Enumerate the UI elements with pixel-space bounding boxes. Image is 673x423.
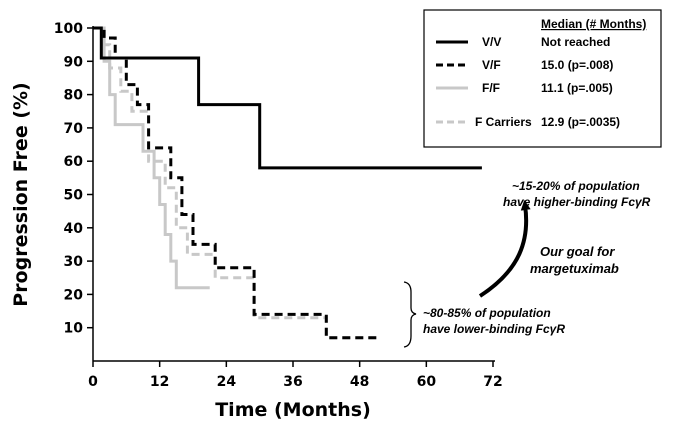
y-tick-label: 80 — [64, 88, 84, 104]
x-tick-label: 60 — [417, 374, 437, 390]
x-tick-label: 36 — [283, 374, 302, 390]
legend-median-3: 12.9 (p=.0035) — [541, 115, 620, 129]
x-tick-label: 48 — [350, 374, 369, 390]
legend-name-1: V/F — [482, 58, 501, 72]
x-tick-label: 24 — [217, 374, 237, 390]
legend-items: V/V Not reached V/F 15.0 (p=.008) F/F 11.1 (p… — [436, 35, 620, 129]
annotation-lower-binding: ~80-85% of population have lower-binding… — [423, 306, 565, 336]
up-arrow-icon — [478, 200, 531, 298]
y-tick-label: 90 — [64, 54, 84, 70]
legend: Median (# Months) V/V Not reached V/F 15.0 … — [423, 9, 662, 148]
annotation-higher-binding: ~15-20% of population have higher-bindin… — [503, 179, 651, 209]
series-line-2 — [93, 26, 210, 290]
legend-median-0: Not reached — [541, 35, 610, 49]
annotation-lower-line-2: have lower-binding FcγR — [423, 322, 565, 336]
y-tick-label: 60 — [64, 154, 84, 170]
annotation-goal-line-1: Our goal for — [540, 244, 615, 259]
x-tick-label: 0 — [88, 374, 98, 390]
legend-box — [423, 9, 662, 148]
y-axis-title: Progression Free (%) — [10, 82, 32, 306]
y-axis-ticks: 10 20 30 40 50 60 70 80 90 100 — [54, 21, 93, 337]
x-tick-label: 72 — [483, 374, 502, 390]
series-line-0 — [93, 26, 482, 170]
legend-header: Median (# Months) — [541, 17, 646, 31]
x-axis-title: Time (Months) — [215, 399, 371, 421]
y-tick-label: 100 — [54, 21, 83, 37]
legend-name-2: F/F — [482, 81, 500, 95]
y-tick-label: 10 — [64, 321, 84, 337]
annotation-goal-line-2: margetuximab — [530, 261, 619, 276]
annotation-lower-line-1: ~80-85% of population — [423, 306, 551, 320]
annotation-goal: Our goal for margetuximab — [530, 244, 619, 276]
legend-name-0: V/V — [482, 35, 501, 49]
y-tick-label: 50 — [64, 188, 84, 204]
legend-median-2: 11.1 (p=.005) — [541, 81, 613, 95]
y-tick-label: 40 — [64, 221, 84, 237]
annotations: ~15-20% of population have higher-bindin… — [403, 179, 651, 348]
annotation-higher-line-2: have higher-binding FcγR — [503, 195, 651, 209]
legend-name-3: F Carriers — [475, 115, 532, 129]
y-tick-label: 20 — [64, 287, 84, 303]
x-tick-label: 12 — [150, 374, 169, 390]
brace-icon — [403, 281, 417, 348]
legend-median-1: 15.0 (p=.008) — [541, 58, 613, 72]
x-axis-ticks: 0 12 24 36 48 60 72 — [88, 361, 503, 390]
series-line-1 — [93, 26, 377, 340]
annotation-higher-line-1: ~15-20% of population — [512, 179, 640, 193]
y-tick-label: 70 — [64, 121, 84, 137]
y-tick-label: 30 — [64, 254, 84, 270]
series-layer — [93, 26, 482, 340]
series-line-3 — [93, 26, 377, 340]
